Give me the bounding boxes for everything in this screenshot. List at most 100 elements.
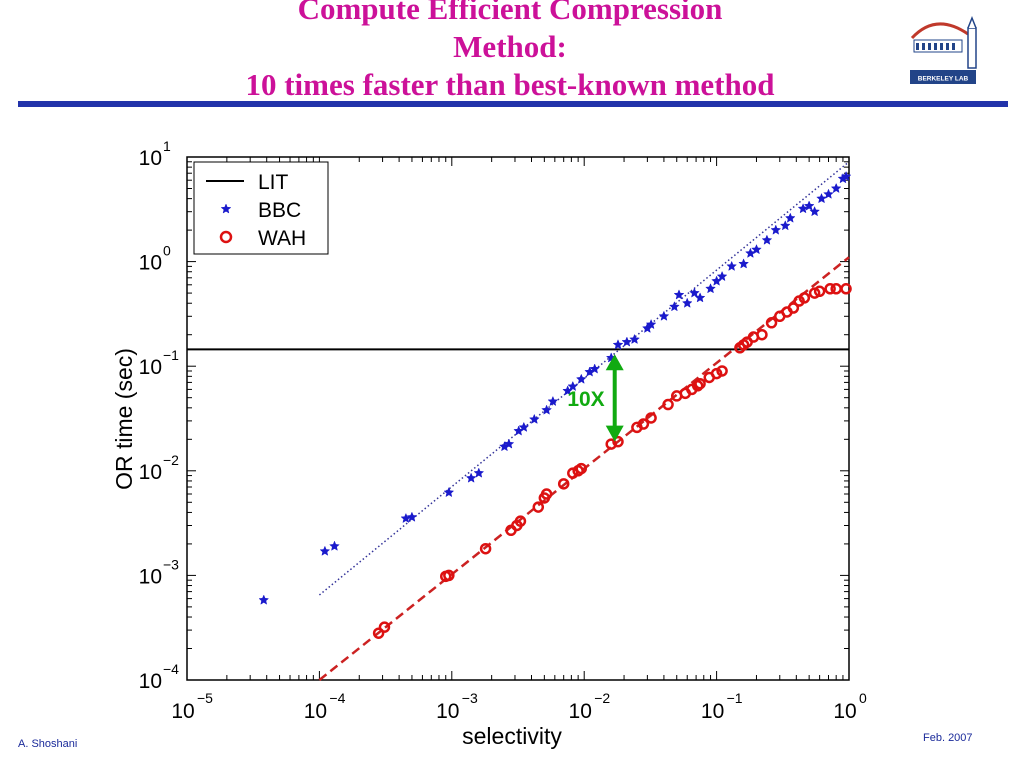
wah-point (662, 398, 674, 411)
bbc-point (503, 438, 515, 449)
bbc-point (406, 511, 418, 522)
bbc-point (473, 467, 485, 478)
wah-point (605, 438, 617, 450)
wah-fit-line (318, 256, 850, 681)
bbc-point (705, 283, 716, 294)
wah-point (575, 462, 588, 475)
bbc-point (673, 289, 685, 300)
bbc-point (541, 404, 553, 415)
bbc-point (694, 292, 706, 303)
bbc-point (726, 260, 738, 271)
wah-point (637, 418, 650, 430)
wah-point (540, 488, 553, 500)
wah-point (710, 367, 723, 380)
wah-point (567, 467, 579, 479)
bbc-point (779, 220, 791, 231)
wah-point (765, 317, 778, 329)
wah-point (716, 365, 728, 377)
bbc-point (621, 336, 633, 347)
wah-point (532, 501, 545, 513)
y-tick-label: 10 (139, 252, 162, 275)
x-tick-label: 10 (171, 700, 194, 723)
footer-date: Feb. 2007 (923, 732, 973, 744)
wah-point (479, 542, 492, 555)
legend-label-bbc: BBC (258, 199, 301, 222)
plot-frame (186, 156, 850, 681)
bbc-point (751, 244, 762, 255)
y-tick-exponent: 1 (163, 138, 171, 154)
x-tick-exponent: −2 (594, 690, 610, 706)
wah-point (691, 380, 704, 392)
slide-title-line-2: Method: (453, 29, 567, 64)
wah-point (557, 478, 570, 490)
y-tick-label: 10 (139, 147, 162, 170)
wah-point (824, 283, 836, 295)
slide-title-line-1: Compute Efficient Compression (297, 0, 723, 26)
logo-text: BERKELEY LAB (918, 76, 969, 83)
y-tick-exponent: 0 (163, 243, 171, 259)
bbc-point (689, 287, 700, 298)
x-tick-label: 10 (701, 700, 724, 723)
x-tick-exponent: −4 (329, 690, 345, 706)
y-tick-exponent: −2 (163, 452, 179, 468)
annotation-arrowhead-down (605, 425, 624, 442)
wah-point (830, 283, 842, 295)
wah-point (840, 283, 852, 295)
bbc-point (567, 380, 579, 392)
bbc-point (629, 333, 640, 345)
x-tick-label: 10 (436, 700, 459, 723)
series-lines (187, 161, 850, 681)
y-tick-exponent: −4 (163, 661, 179, 677)
y-tick-label: 10 (139, 356, 162, 379)
wah-point (813, 285, 826, 298)
bbc-point (612, 339, 624, 350)
slide-title-line-3: 10 times faster than best-known method (245, 67, 775, 102)
legend-swatch-wah (219, 230, 233, 244)
wah-point (756, 328, 768, 341)
wah-point (798, 292, 811, 304)
bbc-point (840, 170, 852, 182)
wah-point (645, 412, 657, 424)
annotation: 10X (567, 354, 624, 442)
legend-label-wah: WAH (258, 227, 306, 250)
x-tick-label: 10 (304, 700, 327, 723)
title-rule (18, 101, 1008, 107)
bbc-point (319, 545, 331, 556)
x-axis-label: selectivity (462, 723, 562, 749)
y-tick-label: 10 (139, 461, 162, 484)
bbc-point (547, 395, 559, 407)
slide-title: Compute Efficient Compression Method: 10… (100, 0, 920, 104)
legend-star-mark (220, 203, 232, 214)
y-tick-exponent: −1 (163, 347, 179, 363)
bbc-point (258, 594, 270, 605)
series-points (258, 170, 852, 639)
bbc-point (809, 206, 821, 217)
x-tick-label: 10 (833, 700, 856, 723)
bbc-point (575, 373, 587, 384)
bbc-point (816, 192, 827, 204)
wah-point (378, 621, 391, 633)
bbc-point (518, 421, 530, 432)
legend-swatch-bbc (220, 203, 232, 214)
bbc-point (716, 270, 728, 282)
annotation-label: 10X (567, 388, 604, 411)
wah-point (372, 627, 385, 639)
bbc-point (830, 182, 842, 194)
bbc-point (658, 310, 670, 321)
y-tick-label: 10 (139, 670, 162, 693)
x-tick-exponent: 0 (859, 690, 867, 706)
bbc-point (770, 224, 782, 235)
x-tick-exponent: −5 (197, 690, 213, 706)
x-tick-label: 10 (569, 700, 592, 723)
bbc-point (528, 413, 540, 424)
annotation-arrowhead-up (605, 354, 624, 371)
berkeley-lab-logo: BERKELEY LAB (910, 15, 977, 84)
wah-point (514, 515, 527, 527)
legend: LIT BBC WAH (193, 161, 329, 255)
bbc-point (645, 318, 657, 330)
bbc-point (823, 188, 834, 199)
bbc-point (803, 200, 815, 211)
